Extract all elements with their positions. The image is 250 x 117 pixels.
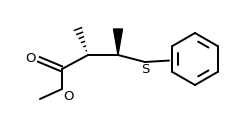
Polygon shape xyxy=(113,29,122,55)
Text: O: O xyxy=(26,53,36,66)
Text: O: O xyxy=(63,90,73,103)
Text: S: S xyxy=(140,63,148,76)
